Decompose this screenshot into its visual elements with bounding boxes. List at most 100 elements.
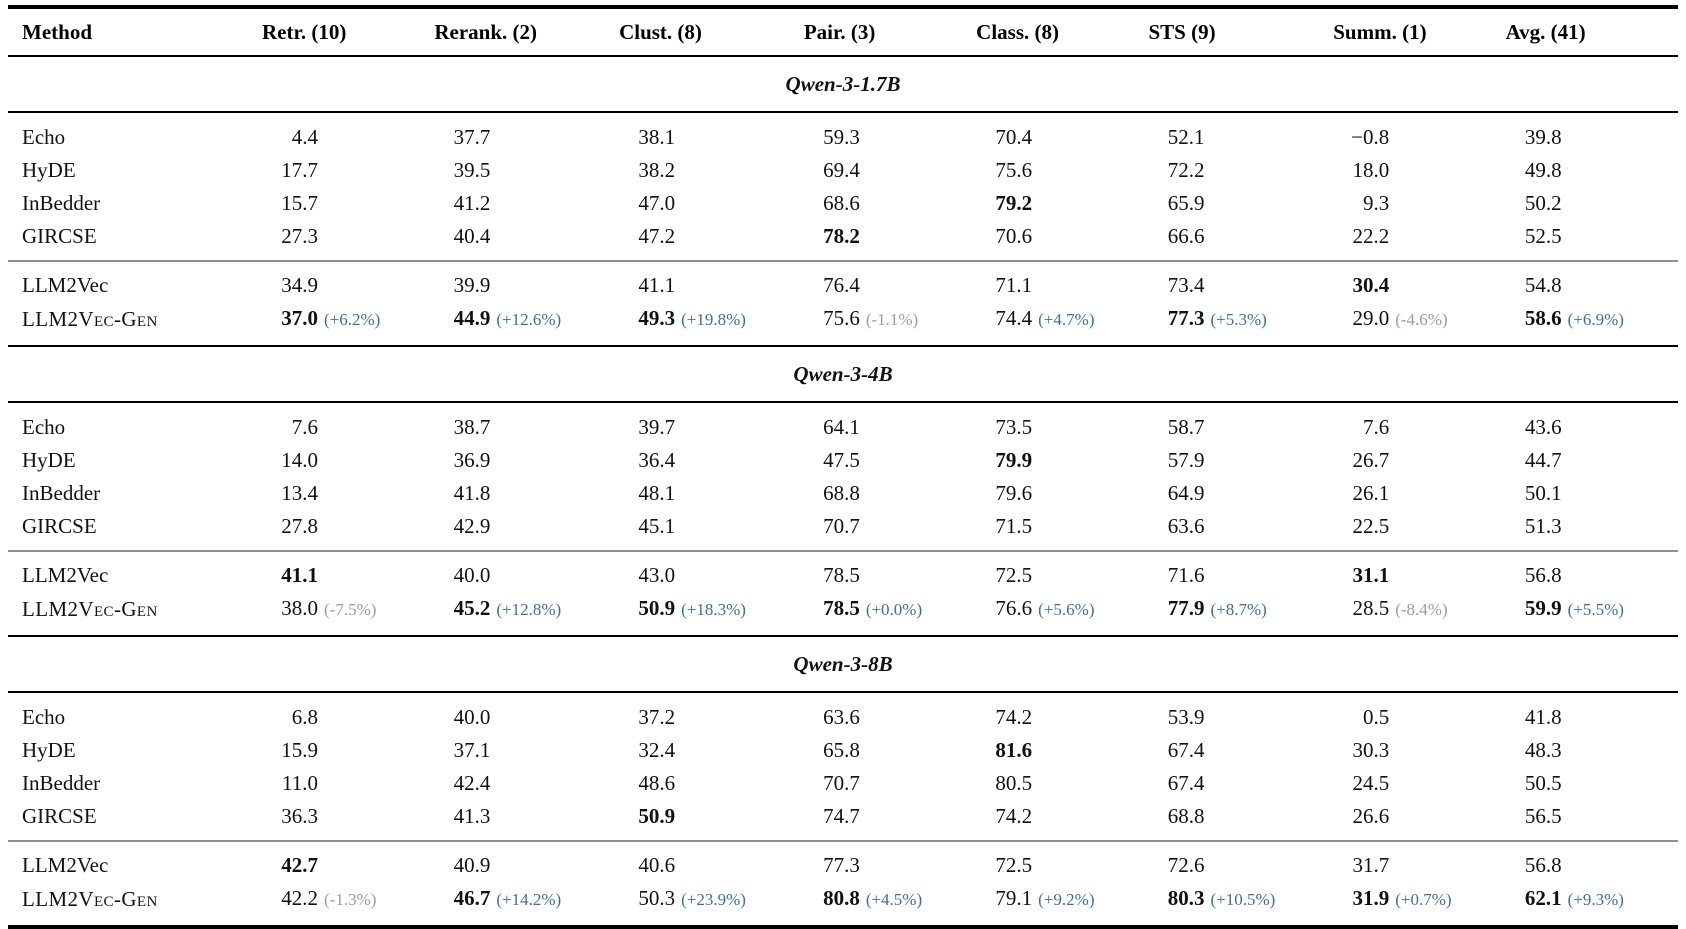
metric-value: 42.4 (453, 771, 491, 795)
table-row: InBedder 15.7 41.2 47.0 68.6 79.2 65.9 9.3 50.2 (8, 187, 1678, 220)
metric-value: 76.6 (995, 596, 1033, 620)
value-cell: 56.8 (1505, 840, 1678, 882)
value-cell: 17.7 (262, 154, 434, 187)
metric-value: 44.9 (453, 306, 491, 330)
metric-value: 59.3 (823, 125, 860, 149)
metric-value: 39.5 (453, 158, 491, 182)
value-cell: 71.5 (976, 510, 1148, 551)
metric-value: 40.4 (453, 224, 491, 248)
value-cell: 69.4 (804, 154, 976, 187)
metric-value: 41.2 (453, 191, 491, 215)
value-cell: 40.4 (434, 220, 619, 261)
metric-value: 37.2 (638, 705, 676, 729)
column-header: Rerank. (2) (434, 7, 620, 57)
metric-value: 11.0 (282, 771, 318, 795)
value-cell: 77.3 (+5.3%) (1148, 302, 1334, 347)
metric-value: 37.0 (281, 306, 318, 330)
value-cell: 27.3 (262, 220, 434, 261)
metric-value: 40.6 (638, 853, 676, 877)
section-title: Qwen-3-1.7B (8, 56, 1678, 113)
value-cell: 67.4 (1149, 767, 1334, 800)
value-cell: 42.7 (262, 840, 435, 882)
value-cell: 59.3 (804, 112, 976, 154)
metric-value: 68.8 (823, 481, 860, 505)
value-cell: 49.8 (1506, 154, 1678, 187)
value-cell: 39.8 (1506, 112, 1678, 154)
value-cell: 79.9 (976, 444, 1148, 477)
metric-value: 40.0 (453, 705, 491, 729)
value-cell: 74.4 (+4.7%) (976, 302, 1149, 347)
value-cell: 28.5 (-8.4%) (1333, 592, 1506, 637)
metric-value: 71.1 (995, 273, 1033, 297)
metric-value: 70.7 (823, 771, 860, 795)
delta-label: (+14.2%) (496, 890, 562, 909)
column-header: Pair. (3) (803, 7, 977, 57)
delta-label: (+6.9%) (1567, 310, 1624, 329)
delta-label: (+9.2%) (1038, 890, 1095, 909)
metric-value: 74.2 (995, 804, 1033, 828)
delta-label: (+0.7%) (1395, 890, 1452, 909)
value-cell: 58.6 (+6.9%) (1505, 302, 1678, 347)
metric-value: 43.0 (638, 563, 676, 587)
metric-value: 75.6 (823, 306, 860, 330)
method-cell: Echo (22, 415, 66, 439)
value-cell: 75.6 (976, 154, 1148, 187)
value-cell: 72.5 (976, 550, 1149, 592)
metric-value: 48.3 (1524, 738, 1562, 762)
table-row: LLM2Vec 42.7 40.9 40.6 77.3 72.5 72.6 31.7 56.8 (8, 840, 1678, 882)
value-cell: 52.5 (1506, 220, 1678, 261)
value-cell: 31.1 (1333, 550, 1506, 592)
column-header: Retr. (10) (262, 7, 435, 57)
metric-value: 56.8 (1524, 563, 1562, 587)
metric-value: 56.8 (1524, 853, 1562, 877)
metric-value: 31.9 (1352, 886, 1390, 910)
delta-label: (+8.7%) (1210, 600, 1267, 619)
value-cell: 39.7 (619, 402, 804, 444)
value-cell: 39.9 (434, 260, 620, 302)
value-cell: 41.8 (1506, 692, 1678, 734)
metric-value: 80.5 (995, 771, 1033, 795)
value-cell: 30.4 (1333, 260, 1506, 302)
metric-value: 39.8 (1524, 125, 1562, 149)
table-row: LLM2Vec 34.9 39.9 41.1 76.4 71.1 73.4 30.4 54.8 (8, 260, 1678, 302)
value-cell: 78.5 (+0.0%) (803, 592, 977, 637)
value-cell: 7.6 (1333, 402, 1505, 444)
delta-label: (+6.2%) (324, 310, 381, 329)
metric-value: 38.0 (281, 596, 318, 620)
table-row: GIRCSE 27.8 42.9 45.1 70.7 71.5 63.6 22.5 51.3 (8, 510, 1678, 551)
value-cell: 40.6 (619, 840, 804, 882)
delta-label: (+5.5%) (1567, 600, 1624, 619)
metric-value: 49.3 (638, 306, 676, 330)
metric-value: 77.9 (1167, 596, 1205, 620)
metric-value: 38.2 (638, 158, 676, 182)
table-row: Echo 7.6 38.7 39.7 64.1 73.5 58.7 7.6 43.6 (8, 402, 1678, 444)
value-cell: 13.4 (262, 477, 434, 510)
value-cell: 43.6 (1506, 402, 1678, 444)
column-header: Class. (8) (976, 7, 1149, 57)
metric-value: 27.8 (281, 514, 318, 538)
value-cell: 36.9 (434, 444, 619, 477)
metric-value: 0.5 (1362, 705, 1390, 729)
value-cell: 73.5 (976, 402, 1148, 444)
metric-value: 77.3 (823, 853, 860, 877)
value-cell: 80.8 (+4.5%) (803, 882, 977, 928)
paper-page: Method Retr. (10) Rerank. (2) Clust. (8) Pai… (8, 5, 1678, 929)
value-cell: 14.0 (262, 444, 434, 477)
metric-value: 73.5 (995, 415, 1033, 439)
method-cell: Echo (22, 125, 66, 149)
column-header: Summ. (1) (1333, 7, 1506, 57)
metric-value: 38.1 (638, 125, 676, 149)
metric-value: 4.4 (291, 125, 318, 149)
value-cell: 26.7 (1333, 444, 1505, 477)
value-cell: 66.6 (1149, 220, 1334, 261)
value-cell: 15.9 (262, 734, 434, 767)
metric-value: 47.0 (638, 191, 676, 215)
metric-value: 79.2 (995, 191, 1033, 215)
metric-value: 74.7 (823, 804, 860, 828)
value-cell: 11.0 (262, 767, 434, 800)
value-cell: 68.8 (804, 477, 976, 510)
method-cell: HyDE (22, 738, 76, 762)
value-cell: 18.0 (1333, 154, 1505, 187)
value-cell: 81.6 (976, 734, 1148, 767)
method-cell: LLM2Vec-Gen (8, 592, 262, 637)
